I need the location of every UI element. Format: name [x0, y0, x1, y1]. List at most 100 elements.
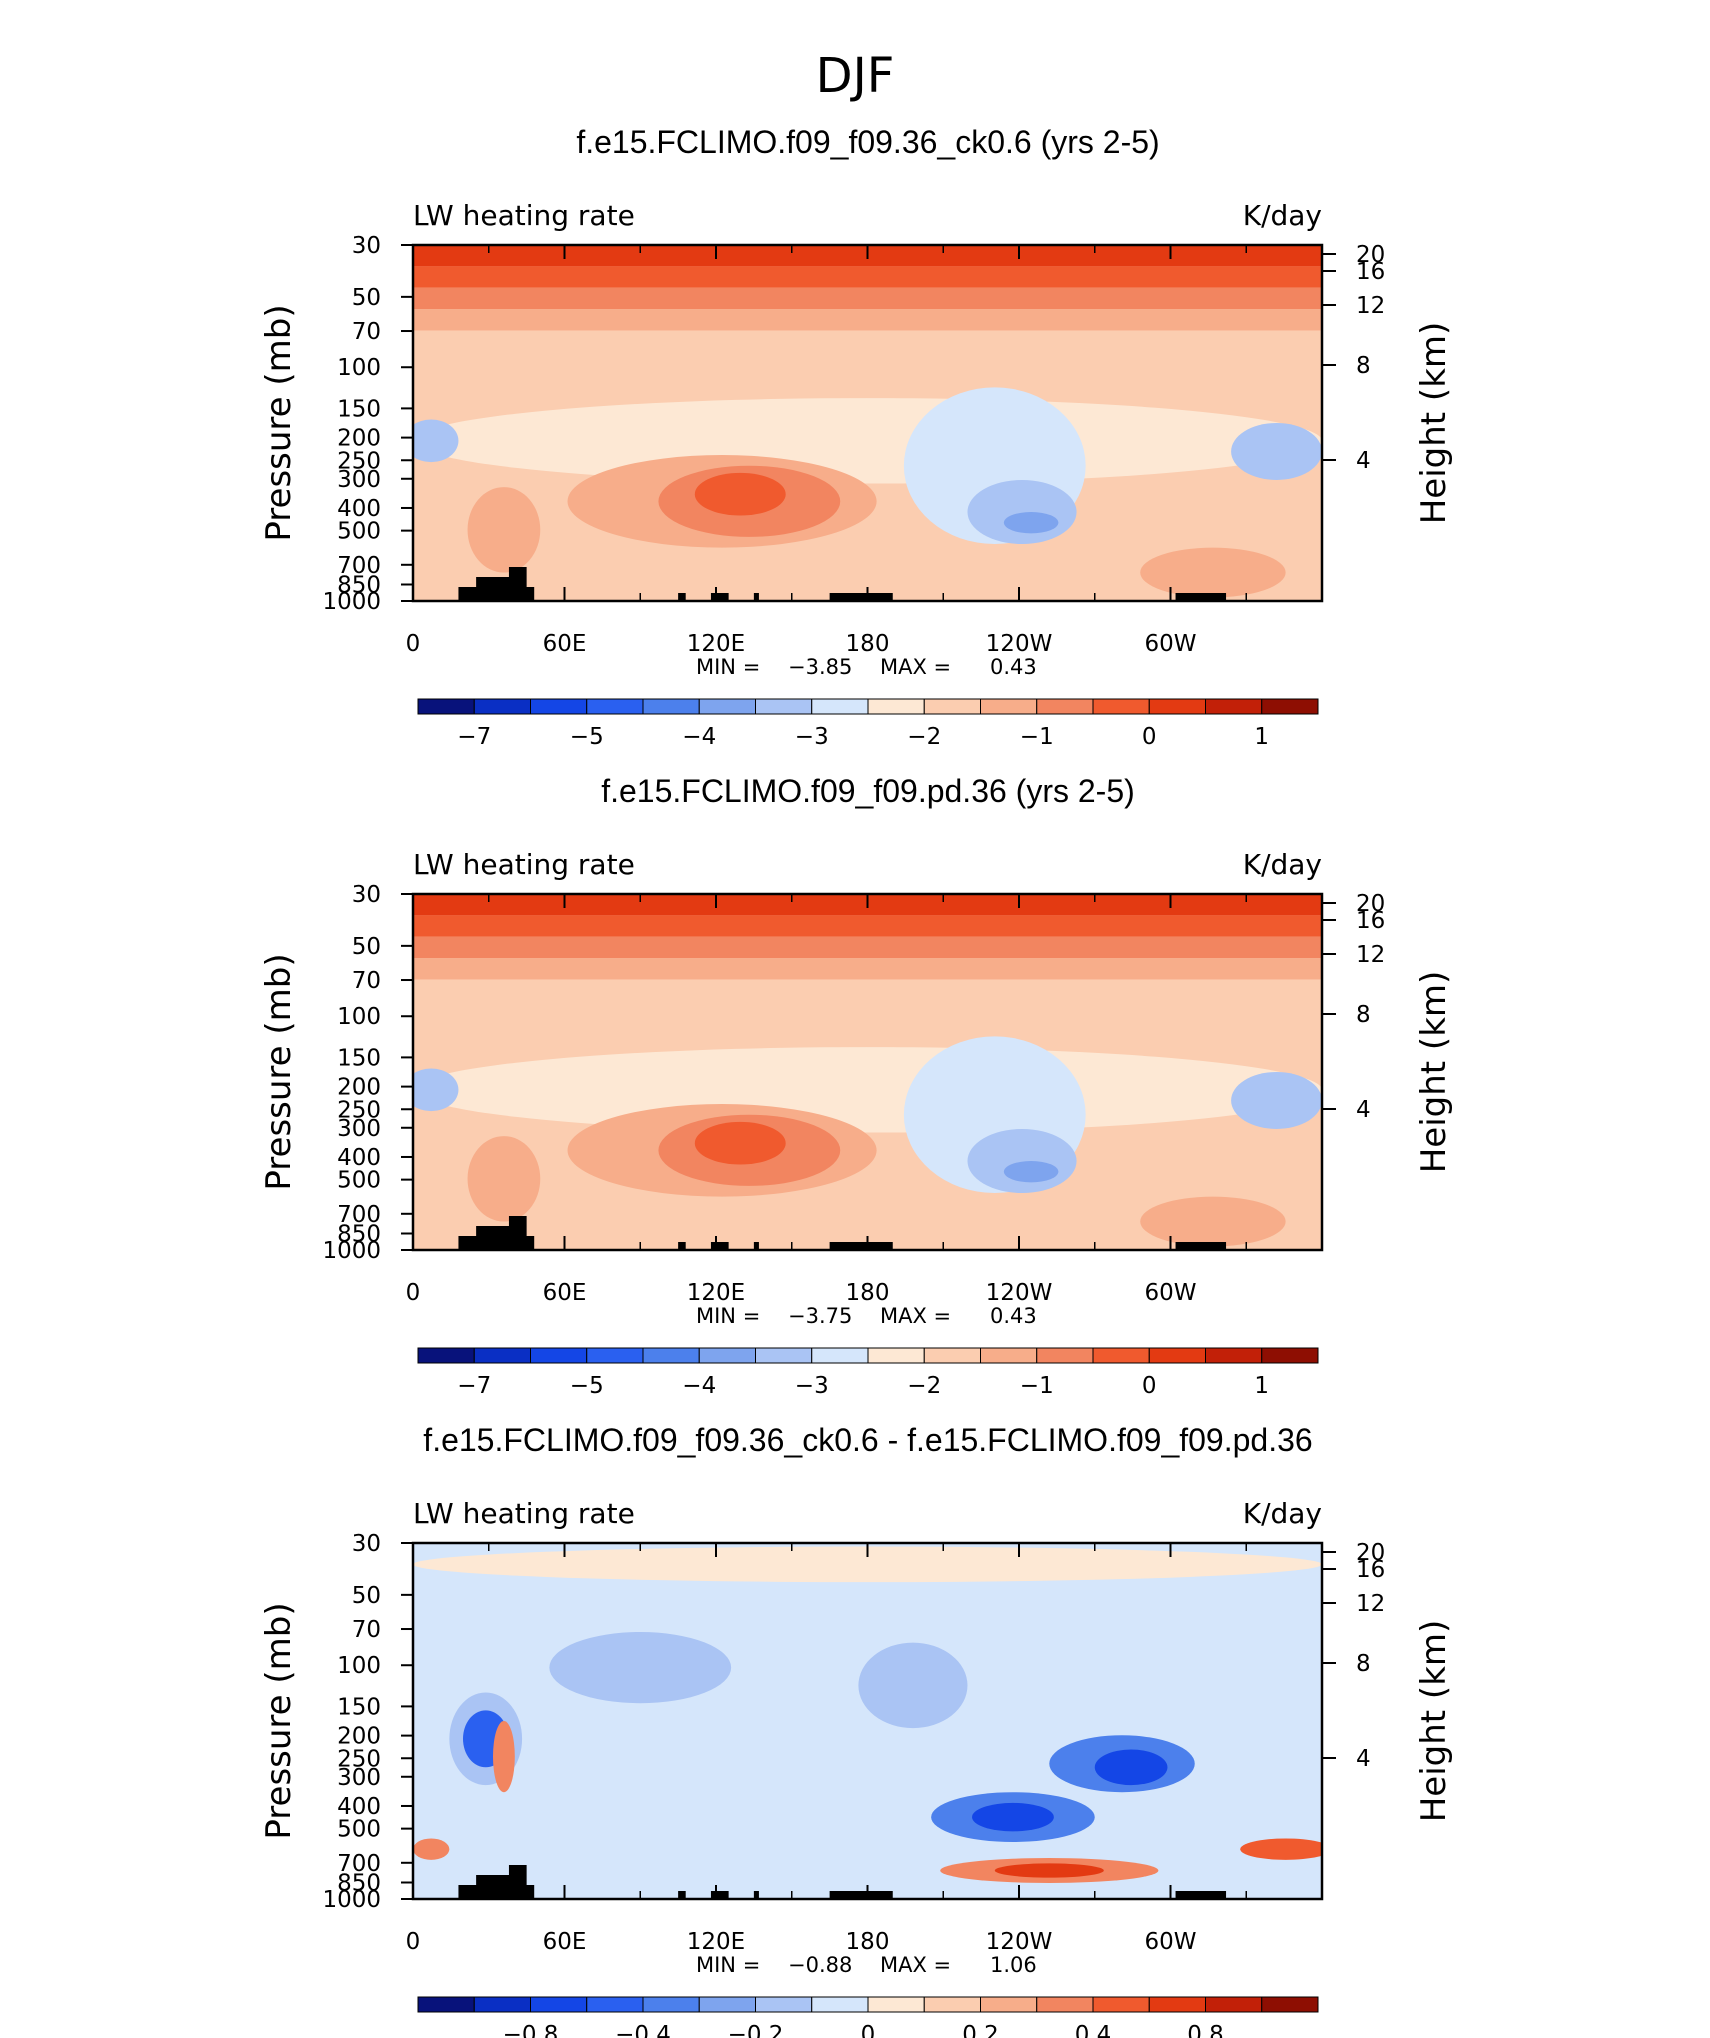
field-warm-region — [413, 1838, 450, 1860]
topography-mask — [829, 1891, 893, 1899]
topography-mask — [710, 1242, 729, 1250]
colorbar-swatch — [1261, 698, 1319, 715]
field-cool-region — [1094, 1749, 1168, 1786]
y-tick-label: 70 — [352, 319, 381, 345]
field-cool-region — [1231, 1072, 1322, 1129]
x-tick-label: 0 — [406, 1929, 421, 1955]
field-upper-band — [413, 936, 1322, 959]
colorbar-tick-label: 0 — [1142, 1373, 1157, 1399]
min-label: MIN = — [696, 1953, 760, 1977]
panel-title: f.e15.FCLIMO.f09_f09.pd.36 (yrs 2-5) — [601, 773, 1135, 809]
colorbar-tick-label: −1 — [1020, 1373, 1054, 1399]
colorbar-swatch — [755, 1347, 813, 1364]
min-value: −3.85 — [788, 655, 852, 679]
colorbar-swatch — [980, 698, 1038, 715]
field-light-region — [413, 1047, 1322, 1133]
field-cool-region — [1003, 1161, 1059, 1183]
colorbar-swatch — [698, 1996, 756, 2013]
height-tick-label: 20 — [1356, 1540, 1385, 1566]
units-label: K/day — [1243, 199, 1322, 232]
x-tick-label: 60E — [543, 1280, 587, 1306]
height-tick-label: 8 — [1356, 353, 1371, 379]
field-warm-region — [467, 1136, 541, 1222]
colorbar-tick-label: −1 — [1020, 724, 1054, 750]
colorbar-tick-label: −5 — [570, 724, 604, 750]
max-value: 1.06 — [990, 1953, 1037, 1977]
topography-mask — [753, 593, 759, 601]
max-label: MAX = — [880, 1953, 951, 1977]
colorbar-swatch — [1205, 698, 1263, 715]
height-tick-label: 16 — [1356, 908, 1385, 934]
height-tick-label: 12 — [1356, 293, 1385, 319]
colorbar-swatch — [811, 698, 869, 715]
y-tick-label: 400 — [337, 1794, 381, 1820]
colorbar-tick-label: −0.8 — [503, 2022, 559, 2038]
field-upper-band — [413, 958, 1322, 980]
y-tick-label: 400 — [337, 1145, 381, 1171]
y-tick-label: 400 — [337, 496, 381, 522]
field-upper-band — [413, 915, 1322, 937]
height-tick-label: 16 — [1356, 259, 1385, 285]
y-tick-label: 300 — [337, 1765, 381, 1791]
height-tick-label: 20 — [1356, 242, 1385, 268]
topography-mask — [753, 1891, 759, 1899]
colorbar-swatch — [1036, 698, 1094, 715]
colorbar-swatch — [1036, 1996, 1094, 2013]
y-tick-label: 150 — [337, 1694, 381, 1720]
colorbar-swatch — [473, 1996, 531, 2013]
field-warm-region — [467, 487, 541, 573]
colorbar-tick-label: −4 — [682, 1373, 716, 1399]
variable-label: LW heating rate — [413, 848, 635, 881]
y-tick-label: 50 — [352, 934, 381, 960]
colorbar-tick-label: 0.2 — [962, 2022, 999, 2038]
height-tick-label: 4 — [1356, 1746, 1371, 1772]
x-tick-label: 180 — [846, 631, 890, 657]
y-tick-label: 300 — [337, 1116, 381, 1142]
y-tick-label: 50 — [352, 285, 381, 311]
field-cool-region — [967, 479, 1077, 545]
topography-mask — [710, 1891, 729, 1899]
field-warm-region — [1140, 547, 1286, 598]
colorbar-swatch — [923, 1996, 981, 2013]
colorbar-swatch — [642, 698, 700, 715]
colorbar-swatch — [1092, 1996, 1150, 2013]
y-tick-label: 850 — [337, 1871, 381, 1897]
y-tick-label: 500 — [337, 1817, 381, 1843]
min-value: −3.75 — [788, 1304, 852, 1328]
height-tick-label: 16 — [1356, 1557, 1385, 1583]
colorbar-swatch — [1148, 698, 1206, 715]
colorbar-tick-label: −7 — [457, 724, 491, 750]
x-tick-label: 60W — [1144, 631, 1196, 657]
colorbar-swatch — [417, 1996, 475, 2013]
colorbar-swatch — [586, 1996, 644, 2013]
field-cool-region — [1231, 423, 1322, 480]
colorbar-swatch — [530, 1996, 588, 2013]
right-axis-label: Height (km) — [1414, 1620, 1454, 1823]
x-tick-label: 60W — [1144, 1280, 1196, 1306]
topography-mask — [829, 593, 893, 601]
min-label: MIN = — [696, 655, 760, 679]
colorbar-tick-label: −5 — [570, 1373, 604, 1399]
colorbar-swatch — [698, 1347, 756, 1364]
field-upper-band — [413, 309, 1322, 331]
colorbar-swatch — [1092, 1347, 1150, 1364]
y-tick-label: 850 — [337, 573, 381, 599]
max-label: MAX = — [880, 655, 951, 679]
colorbar-swatch — [1148, 1996, 1206, 2013]
colorbar-tick-label: −4 — [682, 724, 716, 750]
colorbar-swatch — [811, 1996, 869, 2013]
colorbar-swatch — [586, 698, 644, 715]
field-cool-region — [858, 1642, 968, 1729]
colorbar-swatch — [642, 1996, 700, 2013]
colorbar-swatch — [867, 1347, 925, 1364]
y-axis-label: Pressure (mb) — [259, 304, 299, 541]
field-background — [413, 1543, 1322, 1899]
min-label: MIN = — [696, 1304, 760, 1328]
colorbar-swatch — [867, 1996, 925, 2013]
y-tick-label: 100 — [337, 355, 381, 381]
colorbar-swatch — [923, 698, 981, 715]
units-label: K/day — [1243, 848, 1322, 881]
right-axis-label: Height (km) — [1414, 322, 1454, 525]
x-tick-label: 0 — [406, 631, 421, 657]
